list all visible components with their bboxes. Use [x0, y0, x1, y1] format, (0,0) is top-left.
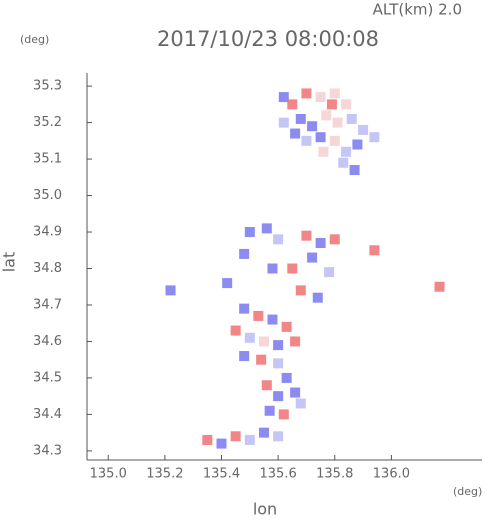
y-tick-label: 34.7	[33, 297, 62, 312]
echo-point	[273, 391, 284, 402]
echo-point	[290, 128, 301, 139]
y-tick-label: 34.6	[33, 334, 62, 349]
echo-point	[239, 351, 250, 362]
y-tick-label: 34.8	[33, 261, 62, 276]
y-tick-label: 34.9	[33, 225, 62, 240]
echo-point	[165, 285, 176, 296]
echo-point	[307, 252, 318, 263]
echo-point	[295, 285, 306, 296]
x-tick-label: 135.4	[203, 467, 240, 482]
echo-point	[258, 427, 269, 438]
echo-point	[352, 139, 363, 150]
echo-point	[230, 325, 241, 336]
echo-point	[216, 438, 227, 449]
echo-point	[301, 230, 312, 241]
echo-point	[202, 434, 213, 445]
echo-point	[369, 132, 380, 143]
echo-point	[329, 234, 340, 245]
y-axis-label: lat	[0, 252, 19, 273]
echo-point	[287, 263, 298, 274]
echo-point	[287, 99, 298, 110]
x-axis-label: lon	[253, 500, 277, 519]
echo-point	[261, 223, 272, 234]
echo-point	[244, 434, 255, 445]
x-tick-label: 135.2	[146, 467, 183, 482]
echo-point	[324, 267, 335, 278]
echo-point	[278, 409, 289, 420]
echo-point	[261, 380, 272, 391]
y-tick-label: 34.5	[33, 370, 62, 385]
echo-point	[329, 135, 340, 146]
y-tick-label: 34.3	[33, 443, 62, 458]
echo-point	[222, 278, 233, 289]
echo-point	[326, 99, 337, 110]
echo-point	[230, 431, 241, 442]
echo-point	[341, 99, 352, 110]
echo-point	[264, 405, 275, 416]
echo-point	[244, 332, 255, 343]
echo-point	[312, 292, 323, 303]
x-tick-label: 135.6	[260, 467, 297, 482]
echo-point	[321, 110, 332, 121]
echo-point	[338, 157, 349, 168]
echo-point	[273, 431, 284, 442]
echo-point	[349, 165, 360, 176]
x-unit: (deg)	[453, 485, 482, 498]
echo-point	[315, 132, 326, 143]
x-tick-label: 135.8	[316, 467, 353, 482]
echo-point	[301, 135, 312, 146]
echo-point	[307, 121, 318, 132]
echo-point	[256, 354, 267, 365]
echo-point	[290, 336, 301, 347]
echo-point	[315, 92, 326, 103]
echo-point	[239, 248, 250, 259]
echo-point	[273, 358, 284, 369]
echo-point	[278, 92, 289, 103]
echo-point	[329, 88, 340, 99]
altitude-label: ALT(km) 2.0	[373, 1, 462, 19]
echo-point	[301, 88, 312, 99]
echo-point	[258, 336, 269, 347]
echo-point	[281, 321, 292, 332]
y-tick-label: 35.3	[33, 79, 62, 94]
echo-point	[253, 310, 264, 321]
x-tick-label: 135.0	[90, 467, 127, 482]
echo-point	[273, 340, 284, 351]
echo-point	[244, 227, 255, 238]
echo-point	[318, 146, 329, 157]
chart-title: 2017/10/23 08:00:08	[157, 27, 379, 51]
echo-point	[290, 387, 301, 398]
echo-point	[369, 245, 380, 256]
y-tick-label: 35.1	[33, 152, 62, 167]
echo-point	[273, 234, 284, 245]
echo-point	[332, 117, 343, 128]
echo-point	[341, 146, 352, 157]
echo-point	[358, 124, 369, 135]
y-tick-label: 34.4	[33, 407, 62, 422]
echo-point	[281, 372, 292, 383]
echo-point	[295, 113, 306, 124]
echo-point	[346, 113, 357, 124]
echo-point	[315, 237, 326, 248]
y-tick-label: 35.0	[33, 188, 62, 203]
echo-point	[295, 398, 306, 409]
y-unit: (deg)	[20, 33, 49, 46]
echo-point	[267, 314, 278, 325]
echo-point	[278, 117, 289, 128]
echo-point	[267, 263, 278, 274]
echo-point	[434, 281, 445, 292]
y-tick-label: 35.2	[33, 115, 62, 130]
echo-point	[239, 303, 250, 314]
x-tick-label: 136.0	[373, 467, 410, 482]
